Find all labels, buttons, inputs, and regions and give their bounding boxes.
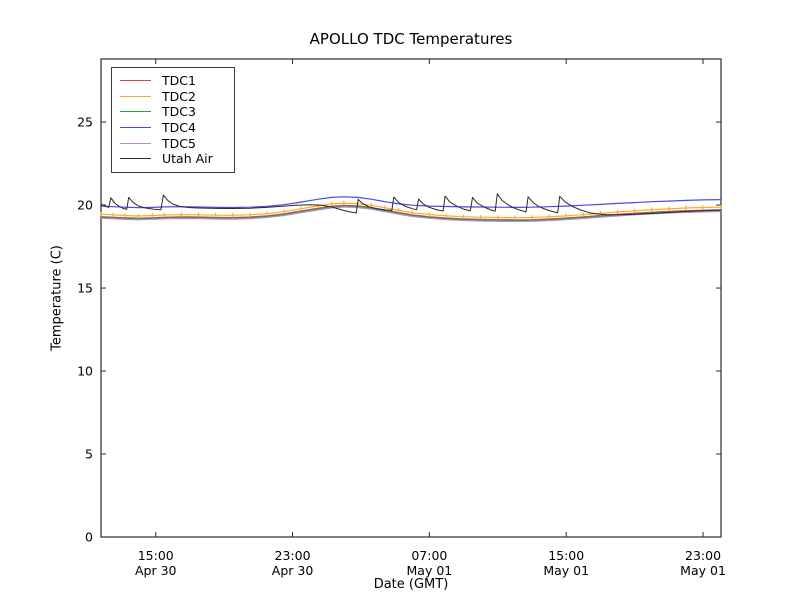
legend-label: TDC5 — [162, 135, 196, 151]
legend-box: TDC1 TDC2 TDC3 TDC4 TDC5 Utah Air — [111, 67, 235, 173]
x-tick-label-date: May 01 — [543, 563, 589, 578]
legend-item-tdc3: TDC3 — [120, 104, 226, 120]
y-tick-label: 0 — [85, 530, 93, 545]
y-tick-label: 20 — [77, 198, 93, 213]
legend-line-sample — [120, 80, 151, 82]
series-line-tdc3 — [100, 205, 722, 222]
x-axis-label: Date (GMT) — [373, 577, 449, 592]
y-tick-label: 5 — [85, 447, 93, 462]
legend-line-sample — [120, 158, 151, 160]
series-line-tdc4 — [100, 196, 722, 209]
x-tick-label-time: 23:00 — [275, 548, 311, 563]
x-tick-label-date: Apr 30 — [135, 563, 177, 578]
chart-title: APOLLO TDC Temperatures — [309, 30, 513, 48]
x-tick-label-time: 15:00 — [138, 548, 174, 563]
legend-label: TDC3 — [162, 104, 196, 120]
y-tick-label: 15 — [77, 281, 93, 296]
y-tick-label: 10 — [77, 364, 93, 379]
x-tick-label-time: 07:00 — [411, 548, 447, 563]
legend-item-tdc4: TDC4 — [120, 120, 226, 136]
legend-line-sample — [120, 111, 151, 113]
series-line-utah-air — [100, 193, 722, 216]
legend-line-sample — [120, 95, 151, 97]
legend-item-tdc2: TDC2 — [120, 89, 226, 105]
x-tick-label-time: 15:00 — [548, 548, 584, 563]
legend-label: TDC2 — [162, 88, 196, 104]
legend-item-utah-air: Utah Air — [120, 151, 226, 167]
legend-label: Utah Air — [162, 151, 213, 167]
series-line-tdc5 — [100, 206, 722, 223]
x-tick-label-date: May 01 — [407, 563, 453, 578]
y-axis-label: Temperature (C) — [49, 245, 65, 351]
y-tick-label: 25 — [77, 115, 93, 130]
legend-line-sample — [120, 142, 151, 144]
legend-item-tdc5: TDC5 — [120, 135, 226, 151]
legend-label: TDC1 — [162, 73, 196, 89]
x-tick-label-date: Apr 30 — [272, 563, 314, 578]
x-tick-label-date: May 01 — [680, 563, 726, 578]
legend-item-tdc1: TDC1 — [120, 73, 226, 89]
legend-line-sample — [120, 127, 151, 129]
x-tick-label-time: 23:00 — [685, 548, 721, 563]
axes-frame — [100, 58, 722, 538]
legend-label: TDC4 — [162, 120, 196, 136]
